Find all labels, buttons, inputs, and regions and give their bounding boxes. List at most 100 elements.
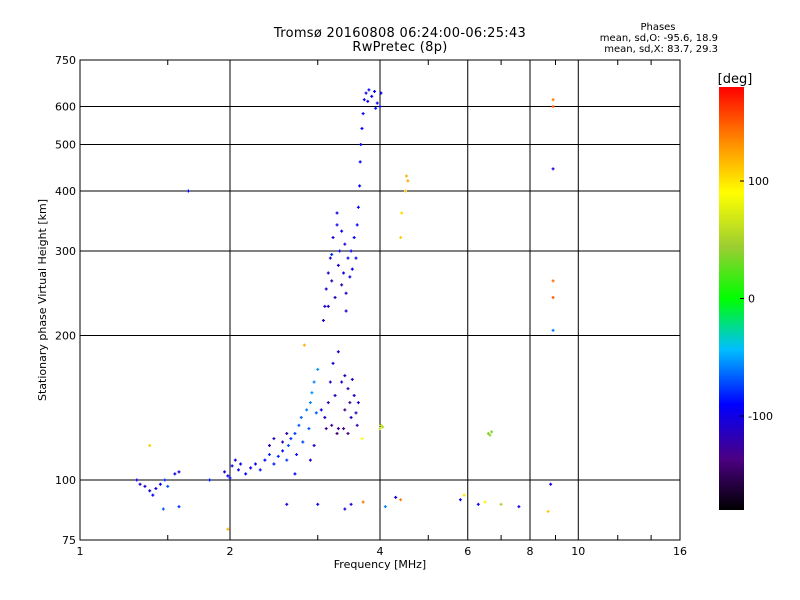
plot-frame <box>79 59 681 541</box>
data-point <box>335 432 339 436</box>
data-point <box>358 184 362 188</box>
data-point <box>233 458 237 462</box>
data-point <box>333 296 337 300</box>
data-point <box>346 387 350 391</box>
x-axis-label: Frequency [MHz] <box>334 558 426 571</box>
data-point <box>236 468 240 472</box>
data-point <box>367 88 371 92</box>
data-point <box>324 427 328 431</box>
data-point <box>362 98 366 102</box>
data-point <box>379 423 383 427</box>
data-point <box>383 505 387 509</box>
data-point <box>551 98 555 102</box>
chart-subtitle: RwPretec (8p) <box>352 40 448 55</box>
data-point <box>321 318 325 322</box>
data-point <box>335 211 339 215</box>
data-point <box>549 482 553 486</box>
data-point <box>356 205 360 209</box>
data-point <box>239 462 243 466</box>
data-point <box>551 167 555 171</box>
data-point <box>319 408 323 412</box>
y-tick-label: 400 <box>55 185 76 198</box>
x-tick-label: 1 <box>77 545 84 558</box>
data-point <box>305 408 309 412</box>
x-tick-label: 10 <box>571 545 585 558</box>
data-point <box>186 189 190 193</box>
x-tick-label: 2 <box>227 545 234 558</box>
phases-x-stats: mean, sd,X: 83.7, 29.3 <box>604 44 718 55</box>
data-point <box>358 160 362 164</box>
data-point <box>340 283 344 287</box>
y-tick-label: 75 <box>62 534 76 547</box>
data-point <box>490 430 494 434</box>
data-point <box>404 174 408 178</box>
data-point <box>226 527 230 531</box>
colorbar-label: [deg] <box>718 72 753 87</box>
data-point <box>161 507 165 511</box>
data-point <box>154 487 158 491</box>
data-point <box>307 427 311 431</box>
data-point <box>297 423 301 427</box>
data-point <box>346 432 350 436</box>
data-point <box>370 94 374 98</box>
y-tick-label: 100 <box>55 474 76 487</box>
data-point <box>328 380 332 384</box>
colorbar-gradient <box>719 87 744 510</box>
data-point <box>230 464 234 468</box>
colorbar-tick-label: -100 <box>748 410 773 423</box>
data-point <box>378 427 382 431</box>
data-point <box>400 211 404 215</box>
grid-lines <box>80 60 680 540</box>
data-point <box>258 468 262 472</box>
data-point <box>354 256 358 260</box>
data-point <box>293 432 297 436</box>
data-point <box>263 458 267 462</box>
phases-title: Phases <box>640 22 676 33</box>
data-point <box>352 394 356 398</box>
data-point <box>324 287 328 291</box>
data-point <box>546 509 550 513</box>
data-point <box>323 415 327 419</box>
colorbar-tick-label: 100 <box>748 175 769 188</box>
data-point <box>330 253 334 257</box>
data-point <box>333 394 337 398</box>
data-point <box>399 498 403 502</box>
data-point <box>323 304 327 308</box>
data-point <box>281 440 285 444</box>
data-point <box>381 425 385 429</box>
data-point <box>366 99 370 103</box>
phases-o-stats: mean, sd,O: -95.6, 18.9 <box>599 33 718 44</box>
data-point <box>285 458 289 462</box>
data-points <box>135 88 555 531</box>
data-point <box>343 242 347 246</box>
data-point <box>177 470 181 474</box>
data-point <box>173 472 177 476</box>
data-point <box>272 462 276 466</box>
data-point <box>551 296 555 300</box>
data-point <box>244 472 248 476</box>
data-point <box>302 343 306 347</box>
data-point <box>483 500 487 504</box>
data-point <box>355 223 359 227</box>
data-point <box>344 309 348 313</box>
data-point <box>208 478 212 482</box>
phases-box: Phases mean, sd,O: -95.6, 18.9 mean, sd,… <box>598 22 718 55</box>
data-point <box>330 279 334 283</box>
data-point <box>551 279 555 283</box>
data-point <box>299 415 303 419</box>
data-point <box>342 427 346 431</box>
data-point <box>308 458 312 462</box>
data-point <box>267 453 271 457</box>
y-tick-label: 500 <box>55 139 76 152</box>
data-point <box>551 105 555 109</box>
y-tick-label: 200 <box>55 330 76 343</box>
y-tick-label: 300 <box>55 245 76 258</box>
data-point <box>343 408 347 412</box>
data-point <box>326 304 330 308</box>
data-point <box>177 505 181 509</box>
data-point <box>517 505 521 509</box>
data-point <box>340 380 344 384</box>
data-point <box>343 374 347 378</box>
data-point <box>349 502 353 506</box>
data-point <box>360 126 364 130</box>
